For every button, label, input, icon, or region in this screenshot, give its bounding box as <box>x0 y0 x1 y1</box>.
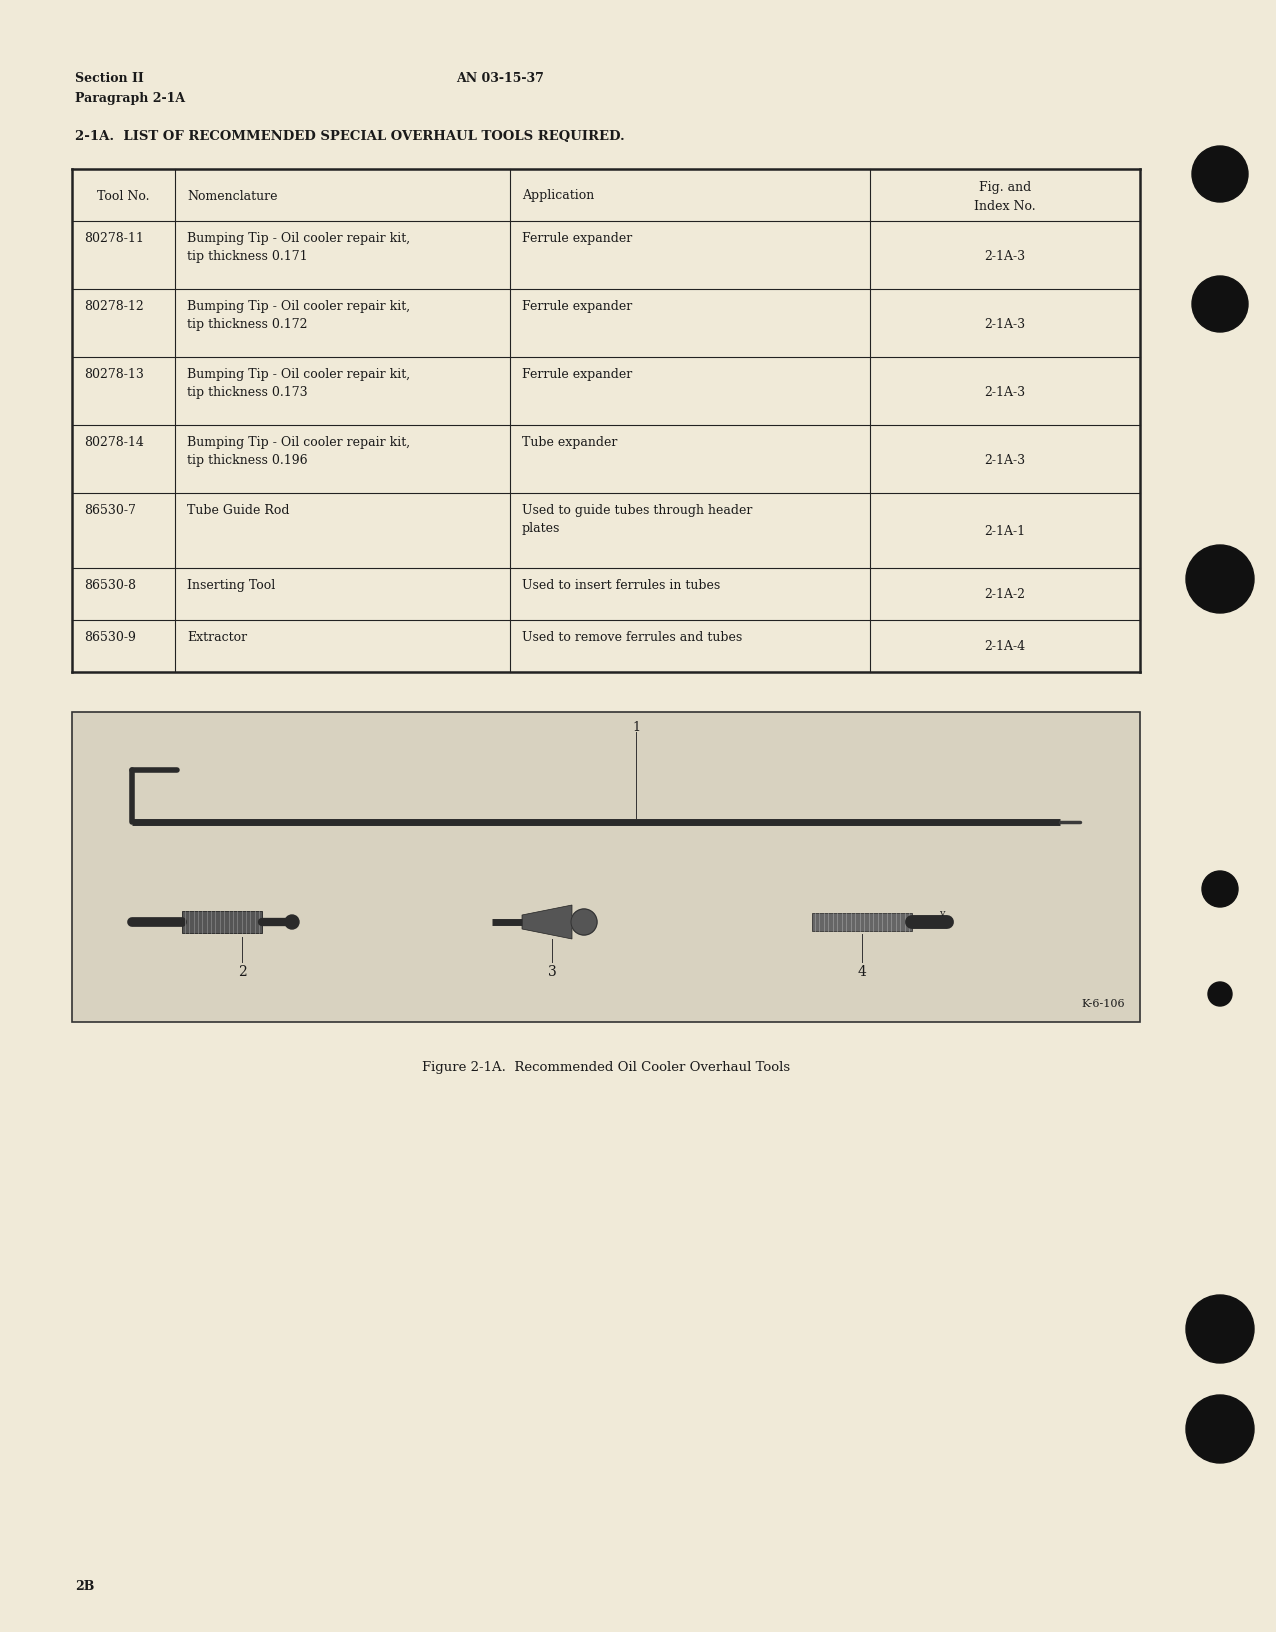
Text: Application: Application <box>522 189 595 202</box>
Text: Bumping Tip - Oil cooler repair kit,: Bumping Tip - Oil cooler repair kit, <box>188 300 410 313</box>
Text: 2-1A-3: 2-1A-3 <box>985 385 1026 398</box>
Text: Used to insert ferrules in tubes: Used to insert ferrules in tubes <box>522 579 720 592</box>
Text: 2-1A-3: 2-1A-3 <box>985 317 1026 330</box>
Text: Used to remove ferrules and tubes: Used to remove ferrules and tubes <box>522 630 743 643</box>
Text: tip thickness 0.173: tip thickness 0.173 <box>188 385 308 398</box>
Text: 86530-7: 86530-7 <box>84 504 135 517</box>
Text: 2-1A-1: 2-1A-1 <box>985 524 1026 537</box>
Bar <box>812 914 912 932</box>
Text: 2-1A-3: 2-1A-3 <box>985 250 1026 263</box>
Text: Ferrule expander: Ferrule expander <box>522 300 632 313</box>
Text: Bumping Tip - Oil cooler repair kit,: Bumping Tip - Oil cooler repair kit, <box>188 232 410 245</box>
Text: 2-1A.  LIST OF RECOMMENDED SPECIAL OVERHAUL TOOLS REQUIRED.: 2-1A. LIST OF RECOMMENDED SPECIAL OVERHA… <box>75 131 625 144</box>
Text: tip thickness 0.171: tip thickness 0.171 <box>188 250 308 263</box>
Text: tip thickness 0.196: tip thickness 0.196 <box>188 454 308 467</box>
Circle shape <box>1185 545 1254 614</box>
Text: 2-1A-2: 2-1A-2 <box>985 588 1026 601</box>
Text: 2-1A-4: 2-1A-4 <box>985 640 1026 653</box>
Text: v: v <box>939 909 944 917</box>
Text: 80278-14: 80278-14 <box>84 436 144 449</box>
Text: 86530-9: 86530-9 <box>84 630 135 643</box>
Text: 1: 1 <box>632 721 641 733</box>
Text: Figure 2-1A.  Recommended Oil Cooler Overhaul Tools: Figure 2-1A. Recommended Oil Cooler Over… <box>422 1061 790 1074</box>
Text: Extractor: Extractor <box>188 630 248 643</box>
Text: plates: plates <box>522 522 560 535</box>
Text: AN 03-15-37: AN 03-15-37 <box>456 72 544 85</box>
Text: Ferrule expander: Ferrule expander <box>522 232 632 245</box>
Text: Index No.: Index No. <box>974 199 1036 212</box>
Text: 3: 3 <box>547 965 556 979</box>
Circle shape <box>285 916 299 930</box>
Circle shape <box>570 909 597 935</box>
Text: Tube Guide Rod: Tube Guide Rod <box>188 504 290 517</box>
Text: Tool No.: Tool No. <box>97 189 149 202</box>
Text: 4: 4 <box>857 965 866 979</box>
Text: Fig. and: Fig. and <box>979 181 1031 194</box>
Text: Ferrule expander: Ferrule expander <box>522 367 632 380</box>
Circle shape <box>1192 277 1248 333</box>
Text: Paragraph 2-1A: Paragraph 2-1A <box>75 91 185 104</box>
Text: 2: 2 <box>237 965 246 979</box>
Text: K-6-106: K-6-106 <box>1081 999 1125 1009</box>
Text: Tube expander: Tube expander <box>522 436 618 449</box>
Text: 2-1A-3: 2-1A-3 <box>985 454 1026 467</box>
Text: 80278-11: 80278-11 <box>84 232 144 245</box>
Text: Bumping Tip - Oil cooler repair kit,: Bumping Tip - Oil cooler repair kit, <box>188 436 410 449</box>
Text: tip thickness 0.172: tip thickness 0.172 <box>188 318 308 331</box>
Text: Section II: Section II <box>75 72 144 85</box>
Text: 2B: 2B <box>75 1580 94 1593</box>
Bar <box>71 713 1139 1022</box>
Circle shape <box>1185 1395 1254 1464</box>
Text: Used to guide tubes through header: Used to guide tubes through header <box>522 504 753 517</box>
Circle shape <box>1192 147 1248 202</box>
Text: 86530-8: 86530-8 <box>84 579 137 592</box>
Circle shape <box>1185 1296 1254 1363</box>
Bar <box>182 911 262 934</box>
Text: Bumping Tip - Oil cooler repair kit,: Bumping Tip - Oil cooler repair kit, <box>188 367 410 380</box>
Circle shape <box>1208 982 1233 1007</box>
Polygon shape <box>522 906 572 940</box>
Text: Nomenclature: Nomenclature <box>188 189 277 202</box>
Text: 80278-13: 80278-13 <box>84 367 144 380</box>
Text: 80278-12: 80278-12 <box>84 300 144 313</box>
Circle shape <box>1202 871 1238 907</box>
Text: Inserting Tool: Inserting Tool <box>188 579 276 592</box>
